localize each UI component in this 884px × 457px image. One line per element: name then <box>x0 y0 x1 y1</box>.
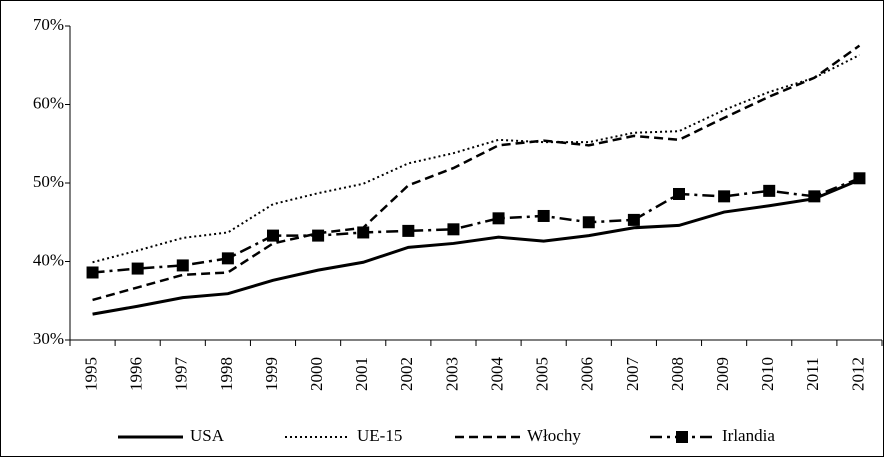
x-tick-label: 2008 <box>668 357 687 391</box>
y-tick-label: 30% <box>33 329 64 348</box>
x-tick-label: 1995 <box>81 357 100 391</box>
series-marker <box>673 187 685 200</box>
legend-label: Irlandia <box>722 426 775 445</box>
series-marker <box>312 229 325 242</box>
series-marker <box>718 190 731 203</box>
x-tick-label: 2000 <box>307 357 326 391</box>
x-tick-label: 2006 <box>578 357 597 391</box>
x-tick-label: 2010 <box>758 357 777 391</box>
x-tick-label: 2002 <box>397 357 416 391</box>
series-marker <box>627 213 640 226</box>
series-marker <box>763 184 776 197</box>
series-marker <box>492 212 505 225</box>
y-tick-label: 60% <box>33 93 64 112</box>
series-marker <box>267 229 279 242</box>
y-tick-label: 70% <box>33 15 64 34</box>
series-marker <box>86 266 99 279</box>
legend-label: Włochy <box>527 426 581 445</box>
series-marker <box>176 259 189 272</box>
series-marker <box>357 226 370 239</box>
series-marker <box>447 223 460 236</box>
series-marker <box>402 224 415 237</box>
series-line <box>92 178 861 316</box>
x-tick-label: 2005 <box>533 357 552 391</box>
y-tick-label: 40% <box>33 250 64 269</box>
legend-label: USA <box>190 426 225 445</box>
series-marker <box>131 262 144 275</box>
x-tick-label: 2009 <box>713 357 732 391</box>
series-line <box>92 54 860 264</box>
legend-label: UE-15 <box>357 426 402 445</box>
x-tick-label: 1999 <box>262 357 281 391</box>
x-tick-label: 2011 <box>803 357 822 390</box>
series-line <box>92 44 861 302</box>
x-tick-label: 1997 <box>172 357 191 392</box>
series-marker <box>221 252 234 265</box>
series-marker <box>582 216 595 229</box>
legend-marker <box>676 431 688 443</box>
x-tick-label: 2007 <box>623 357 642 392</box>
x-tick-label: 2012 <box>848 357 867 391</box>
series-marker <box>808 190 821 203</box>
y-tick-label: 50% <box>33 172 64 191</box>
series-line <box>92 177 860 274</box>
series-marker <box>537 209 550 222</box>
x-tick-label: 2003 <box>442 357 461 391</box>
x-tick-label: 1996 <box>127 357 146 391</box>
x-tick-label: 1998 <box>217 357 236 391</box>
x-tick-label: 2004 <box>487 357 506 392</box>
x-tick-label: 2001 <box>352 357 371 391</box>
series-marker <box>853 172 866 185</box>
